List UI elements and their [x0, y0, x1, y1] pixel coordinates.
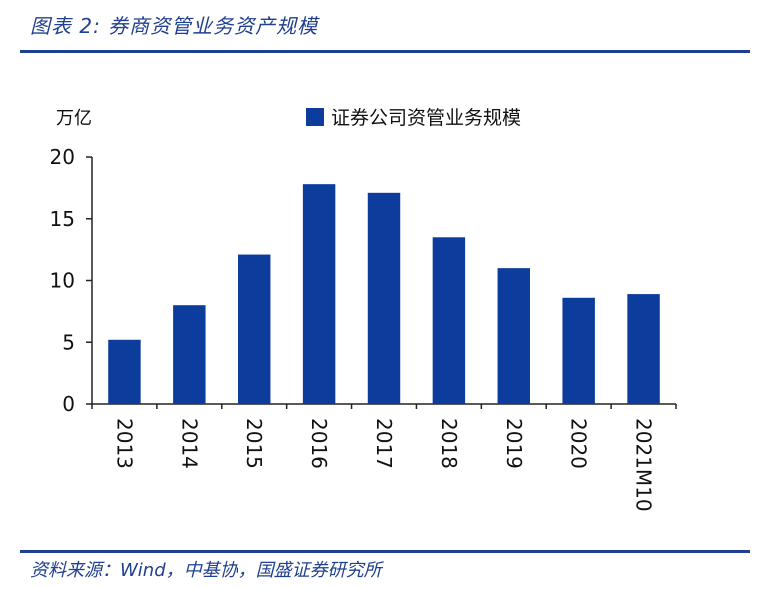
- x-tick-label: 2021M10: [632, 418, 656, 512]
- bar: [302, 184, 336, 404]
- bar: [562, 297, 595, 404]
- legend-label: 证券公司资管业务规模: [331, 107, 521, 129]
- bar: [367, 192, 401, 404]
- legend-swatch: [306, 108, 324, 126]
- bar: [627, 294, 660, 404]
- y-tick-label: 15: [50, 207, 75, 231]
- top-divider: [20, 50, 750, 53]
- bar-chart: 万亿 证券公司资管业务规模 0 5 10 15 20 2013 2014 2015 2016 2017…: [50, 107, 677, 512]
- x-tick-label: 2015: [242, 418, 266, 469]
- y-tick-label: 0: [62, 392, 75, 416]
- x-tick-label: 2017: [372, 418, 396, 469]
- x-tick-label: 2014: [177, 418, 201, 469]
- x-tick-label: 2020: [567, 418, 591, 469]
- bar: [497, 268, 530, 404]
- y-tick-label: 10: [50, 269, 75, 293]
- x-tick-label: 2018: [437, 418, 461, 469]
- x-tick-label: 2013: [112, 418, 136, 469]
- y-tick-label: 20: [50, 145, 75, 169]
- bar: [173, 305, 206, 404]
- bottom-divider: [20, 550, 750, 553]
- bar: [432, 237, 466, 404]
- bar: [238, 254, 271, 404]
- source-note: 资料来源：Wind，中基协，国盛证券研究所: [30, 560, 382, 581]
- y-unit-label: 万亿: [56, 108, 92, 129]
- y-tick-label: 5: [62, 330, 75, 354]
- x-tick-label: 2019: [502, 418, 526, 469]
- x-tick-label: 2016: [307, 418, 331, 469]
- figure-title: 图表 2: 券商资管业务资产规模: [30, 14, 319, 38]
- bar: [108, 339, 141, 404]
